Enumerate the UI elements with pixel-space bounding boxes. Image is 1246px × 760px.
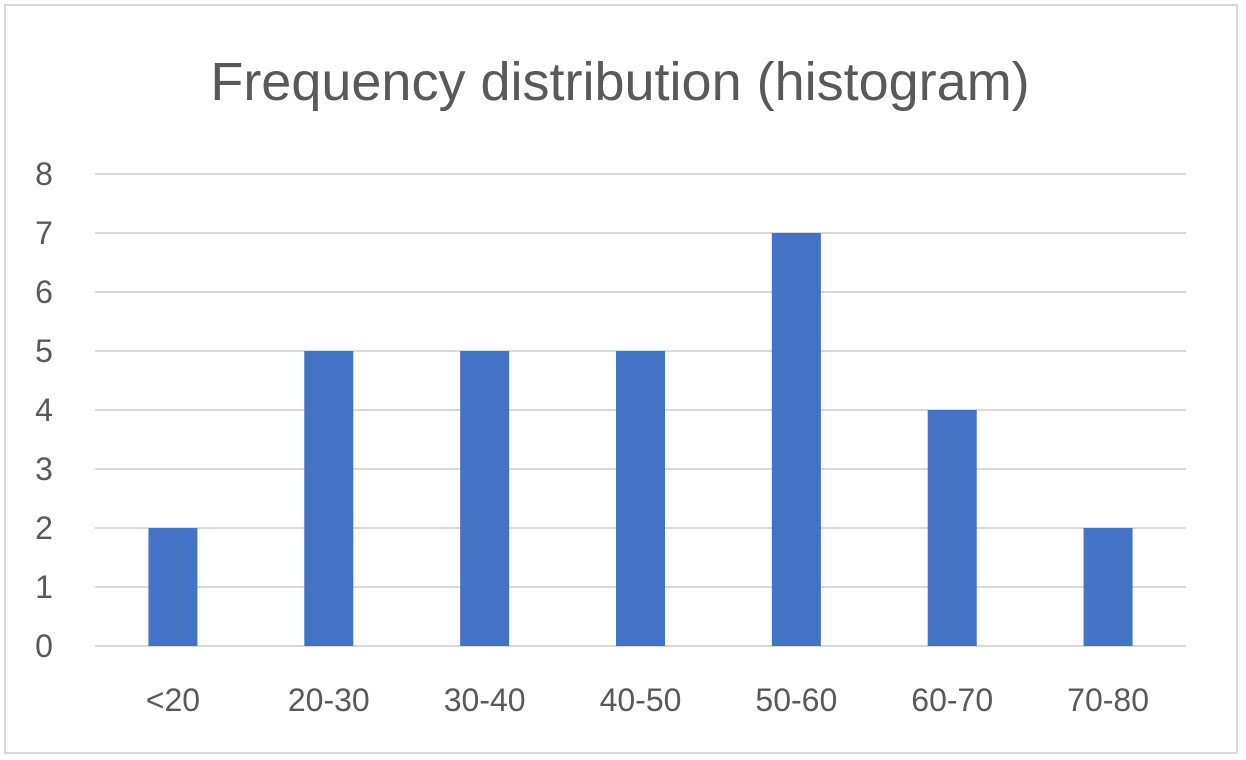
y-tick-label: 6: [35, 274, 53, 310]
bar: [304, 351, 354, 646]
y-tick-label: 1: [35, 569, 53, 605]
y-tick-label: 5: [35, 333, 53, 369]
x-tick-label: 30-40: [444, 682, 526, 718]
y-axis-ticks: 0 1 2 3 4 5 6 7 8: [35, 156, 53, 664]
bar: [148, 528, 198, 646]
bar: [1083, 528, 1133, 646]
x-tick-label: 40-50: [600, 682, 682, 718]
x-tick-label: 60-70: [911, 682, 993, 718]
y-tick-label: 0: [35, 628, 53, 664]
x-tick-label: 20-30: [288, 682, 370, 718]
x-tick-label: 70-80: [1067, 682, 1149, 718]
y-tick-label: 4: [35, 392, 53, 428]
x-axis-ticks: <20 20-30 30-40 40-50 50-60 60-70 70-80: [146, 682, 1149, 718]
x-tick-label: <20: [146, 682, 200, 718]
chart-title: Frequency distribution (histogram): [210, 52, 1029, 112]
bar: [460, 351, 510, 646]
bars: [148, 233, 1133, 646]
y-tick-label: 2: [35, 510, 53, 546]
bar: [927, 410, 977, 646]
x-tick-label: 50-60: [755, 682, 837, 718]
bar: [616, 351, 665, 646]
bar: [771, 233, 821, 646]
y-tick-label: 3: [35, 451, 53, 487]
y-tick-label: 7: [35, 215, 53, 251]
y-tick-label: 8: [35, 156, 53, 192]
